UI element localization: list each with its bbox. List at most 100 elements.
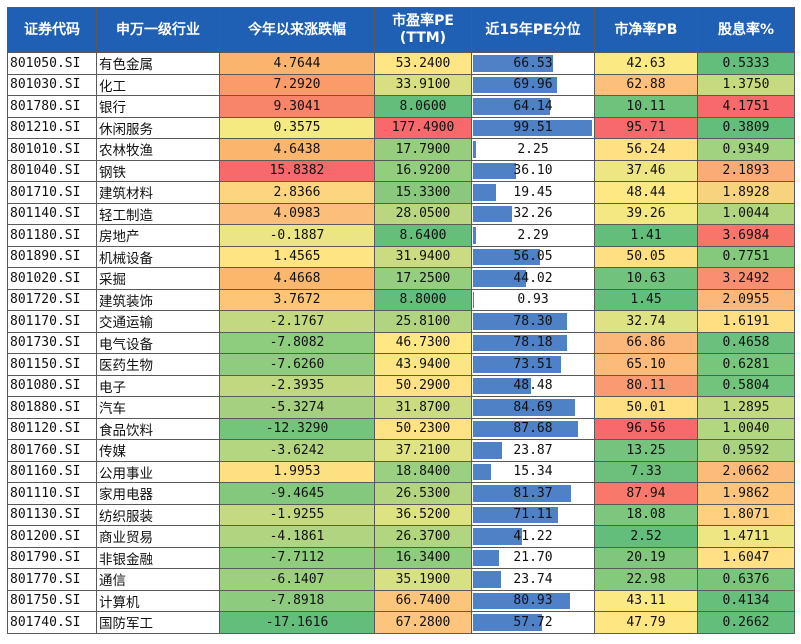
industry-name-cell: 国防军工 [96, 611, 220, 634]
table-row[interactable]: 801170.SI 交通运输 -2.1767 25.8100 78.30 32.74 1.6… [7, 310, 795, 333]
ytd-change-cell: -7.8918 [219, 589, 375, 612]
industry-name-cell: 计算机 [96, 589, 220, 612]
table-row[interactable]: 801730.SI 电气设备 -7.8082 46.7300 78.18 66.86 0.4… [7, 331, 795, 354]
table-row[interactable]: 801740.SI 国防军工 -17.1616 67.2800 57.72 47.79 0.… [7, 611, 795, 634]
pe-ttm-cell: 177.4900 [374, 116, 472, 139]
table-row[interactable]: 801770.SI 通信 -6.1407 35.1900 23.74 22.98 0.637… [7, 568, 795, 591]
pb-cell: 87.94 [594, 482, 698, 505]
pe-percentile-value: 32.26 [513, 206, 553, 222]
table-row[interactable]: 801130.SI 纺织服装 -1.9255 36.5200 71.11 18.08 1.8… [7, 503, 795, 526]
ytd-change-cell: 9.3041 [219, 95, 375, 118]
pe-percentile-bar [473, 377, 532, 394]
pe-percentile-cell: 23.87 [471, 439, 595, 462]
pe-percentile-value: 21.70 [513, 550, 553, 566]
industry-name-cell: 交通运输 [96, 310, 220, 333]
table-row[interactable]: 801010.SI 农林牧渔 4.6438 17.7900 2.25 56.24 0.934… [7, 138, 795, 161]
security-code-cell: 801740.SI [7, 611, 97, 634]
table-row[interactable]: 801180.SI 房地产 -0.1887 8.6400 2.29 1.41 3.6984 [7, 224, 795, 247]
ytd-change-cell: -7.6260 [219, 353, 375, 376]
table-row[interactable]: 801030.SI 化工 7.2920 33.9100 69.96 62.88 1.3750 [7, 73, 795, 96]
pe-percentile-value: 80.93 [513, 593, 553, 609]
pe-ttm-cell: 67.2800 [374, 611, 472, 634]
pb-cell: 1.45 [594, 288, 698, 311]
dividend-yield-cell: 0.4658 [697, 331, 795, 354]
header-ytd-change[interactable]: 今年以来涨跌幅 [219, 7, 375, 53]
header-code[interactable]: 证券代码 [7, 7, 97, 53]
table-row[interactable]: 801880.SI 汽车 -5.3274 31.8700 84.69 50.01 1.289… [7, 396, 795, 419]
table-row[interactable]: 801200.SI 商业贸易 -4.1861 26.3700 41.22 2.52 1.47… [7, 525, 795, 548]
ytd-change-cell: 4.4668 [219, 267, 375, 290]
pe-percentile-bar [473, 356, 562, 373]
pb-cell: 50.05 [594, 245, 698, 268]
dividend-yield-cell: 0.9349 [697, 138, 795, 161]
ytd-change-cell: 4.6438 [219, 138, 375, 161]
pe-percentile-cell: 32.26 [471, 202, 595, 225]
pe-percentile-cell: 57.72 [471, 611, 595, 634]
security-code-cell: 801770.SI [7, 568, 97, 591]
pe-ttm-cell: 31.9400 [374, 245, 472, 268]
header-pe-percentile[interactable]: 近15年PE分位 [471, 7, 595, 53]
security-code-cell: 801880.SI [7, 396, 97, 419]
table-row[interactable]: 801140.SI 轻工制造 4.0983 28.0500 32.26 39.26 1.00… [7, 202, 795, 225]
table-row[interactable]: 801080.SI 电子 -2.3935 50.2900 48.48 80.11 0.580… [7, 374, 795, 397]
table-row[interactable]: 801050.SI 有色金属 4.7644 53.2400 66.53 42.63 0.53… [7, 52, 795, 75]
pe-percentile-cell: 23.74 [471, 568, 595, 591]
header-dividend-yield[interactable]: 股息率% [697, 7, 795, 53]
table-row[interactable]: 801720.SI 建筑装饰 3.7672 8.8000 0.93 1.45 2.0955 [7, 288, 795, 311]
pe-percentile-cell: 2.25 [471, 138, 595, 161]
dividend-yield-cell: 1.6191 [697, 310, 795, 333]
pe-ttm-cell: 66.7400 [374, 589, 472, 612]
pe-percentile-bar [473, 549, 500, 566]
table-row[interactable]: 801890.SI 机械设备 1.4565 31.9400 56.05 50.05 0.77… [7, 245, 795, 268]
pe-ttm-cell: 18.8400 [374, 460, 472, 483]
security-code-cell: 801720.SI [7, 288, 97, 311]
pe-percentile-cell: 48.48 [471, 374, 595, 397]
pe-ttm-cell: 25.8100 [374, 310, 472, 333]
pe-ttm-cell: 8.6400 [374, 224, 472, 247]
pe-percentile-cell: 78.18 [471, 331, 595, 354]
table-row[interactable]: 801780.SI 银行 9.3041 8.0600 64.14 10.11 4.1751 [7, 95, 795, 118]
industry-name-cell: 公用事业 [96, 460, 220, 483]
table-row[interactable]: 801110.SI 家用电器 -9.4645 26.5300 81.37 87.94 1.9… [7, 482, 795, 505]
table-row[interactable]: 801710.SI 建筑材料 2.8366 15.3300 19.45 48.44 1.89… [7, 181, 795, 204]
pe-percentile-cell: 87.68 [471, 417, 595, 440]
dividend-yield-cell: 3.2492 [697, 267, 795, 290]
pe-percentile-value: 66.53 [513, 55, 553, 71]
ytd-change-cell: -17.1616 [219, 611, 375, 634]
header-pb[interactable]: 市净率PB [594, 7, 698, 53]
pb-cell: 32.74 [594, 310, 698, 333]
security-code-cell: 801760.SI [7, 439, 97, 462]
table-row[interactable]: 801210.SI 休闲服务 0.3575 177.4900 99.51 95.71 0.3… [7, 116, 795, 139]
table-row[interactable]: 801760.SI 传媒 -3.6242 37.2100 23.87 13.25 0.959… [7, 439, 795, 462]
pe-percentile-bar [473, 162, 517, 179]
table-row[interactable]: 801120.SI 食品饮料 -12.3290 50.2300 87.68 96.56 1.… [7, 417, 795, 440]
ytd-change-cell: 7.2920 [219, 73, 375, 96]
ytd-change-cell: -3.6242 [219, 439, 375, 462]
table-row[interactable]: 801040.SI 钢铁 15.8382 16.9200 36.10 37.46 2.189… [7, 159, 795, 182]
pb-cell: 43.11 [594, 589, 698, 612]
ytd-change-cell: -0.1887 [219, 224, 375, 247]
industry-name-cell: 银行 [96, 95, 220, 118]
table-row[interactable]: 801790.SI 非银金融 -7.7112 16.3400 21.70 20.19 1.6… [7, 546, 795, 569]
table-row[interactable]: 801150.SI 医药生物 -7.6260 43.9400 73.51 65.10 0.6… [7, 353, 795, 376]
pe-ttm-cell: 31.8700 [374, 396, 472, 419]
table-row[interactable]: 801020.SI 采掘 4.4668 17.2500 44.02 10.63 3.2492 [7, 267, 795, 290]
ytd-change-cell: -6.1407 [219, 568, 375, 591]
table-row[interactable]: 801750.SI 计算机 -7.8918 66.7400 80.93 43.11 0.41… [7, 589, 795, 612]
industry-name-cell: 农林牧渔 [96, 138, 220, 161]
pb-cell: 96.56 [594, 417, 698, 440]
dividend-yield-cell: 0.3809 [697, 116, 795, 139]
pe-percentile-cell: 64.14 [471, 95, 595, 118]
table-row[interactable]: 801160.SI 公用事业 1.9953 18.8400 15.34 7.33 2.066… [7, 460, 795, 483]
dividend-yield-cell: 1.4711 [697, 525, 795, 548]
pe-ttm-cell: 43.9400 [374, 353, 472, 376]
pe-ttm-cell: 8.8000 [374, 288, 472, 311]
pe-percentile-value: 81.37 [513, 485, 553, 501]
pe-percentile-bar [473, 227, 476, 244]
pe-percentile-cell: 81.37 [471, 482, 595, 505]
pe-percentile-bar [473, 571, 502, 588]
header-industry[interactable]: 申万一级行业 [96, 7, 220, 53]
header-pe-ttm[interactable]: 市盈率PE (TTM) [374, 7, 472, 53]
pe-percentile-cell: 36.10 [471, 159, 595, 182]
ytd-change-cell: -7.8082 [219, 331, 375, 354]
